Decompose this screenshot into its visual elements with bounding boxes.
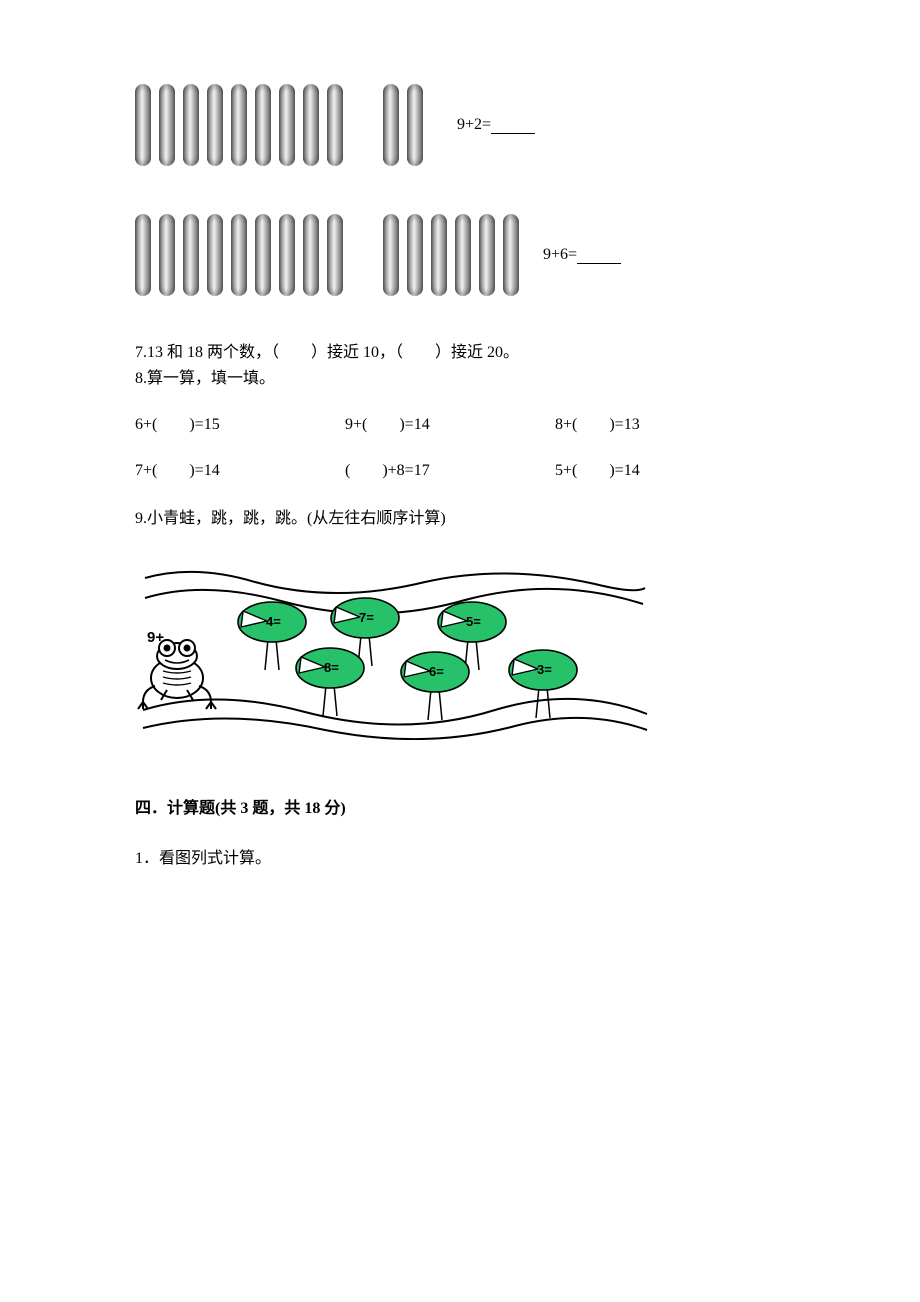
sticks-problem-2: 9+6= xyxy=(135,210,800,300)
frog-start-label: 9+ xyxy=(147,629,164,646)
counting-stick xyxy=(159,214,175,296)
fill-cell[interactable]: 7+( )=14 xyxy=(135,456,345,480)
stick-group xyxy=(135,214,343,296)
counting-stick xyxy=(279,214,295,296)
fill-cell[interactable]: ( )+8=17 xyxy=(345,456,555,480)
counting-stick xyxy=(303,214,319,296)
counting-stick xyxy=(431,214,447,296)
section-4-item-1: 1．看图列式计算。 xyxy=(135,844,800,868)
counting-stick xyxy=(231,214,247,296)
counting-stick xyxy=(279,84,295,166)
section-4-heading: 四．计算题(共 3 题，共 18 分) xyxy=(135,794,800,818)
counting-stick xyxy=(407,84,423,166)
leaf-stem xyxy=(439,689,442,720)
stick-group xyxy=(135,84,343,166)
sticks-problem-1: 9+2= xyxy=(135,80,800,170)
counting-stick xyxy=(255,214,271,296)
question-text: 13 和 18 两个数，（ ）接近 10，（ ）接近 20。 xyxy=(147,344,519,361)
question-7: 7.13 和 18 两个数，（ ）接近 10，（ ）接近 20。 xyxy=(135,340,800,366)
leaf-label: 8= xyxy=(324,660,339,675)
counting-stick xyxy=(479,214,495,296)
counting-stick xyxy=(383,214,399,296)
counting-stick xyxy=(327,214,343,296)
leaf-label: 7= xyxy=(359,610,374,625)
leaf-stem xyxy=(334,685,337,716)
question-number: 9. xyxy=(135,510,147,527)
counting-stick xyxy=(207,84,223,166)
fill-cell[interactable]: 5+( )=14 xyxy=(555,456,765,480)
water-line xyxy=(143,718,647,739)
counting-stick xyxy=(503,214,519,296)
leaf-label: 4= xyxy=(266,614,281,629)
counting-stick xyxy=(183,84,199,166)
leaf-stem xyxy=(265,639,268,670)
counting-stick xyxy=(455,214,471,296)
counting-stick xyxy=(407,214,423,296)
counting-stick xyxy=(231,84,247,166)
worksheet-page: 9+2= 9+6= 7.13 和 18 两个数，（ ）接近 10，（ ）接近 2… xyxy=(0,0,920,1302)
water-line xyxy=(143,699,647,725)
counting-stick xyxy=(327,84,343,166)
fill-row-2: 7+( )=14 ( )+8=17 5+( )=14 xyxy=(135,456,800,480)
leaf-label: 6= xyxy=(429,664,444,679)
fill-cell[interactable]: 8+( )=13 xyxy=(555,410,765,434)
fill-row-1: 6+( )=15 9+( )=14 8+( )=13 xyxy=(135,410,800,434)
leaf-stem xyxy=(276,639,279,670)
leaf-label: 5= xyxy=(466,614,481,629)
answer-blank[interactable] xyxy=(491,119,535,134)
frog-icon xyxy=(138,640,216,709)
counting-stick xyxy=(135,84,151,166)
equation-label: 9+6= xyxy=(543,246,621,264)
answer-blank[interactable] xyxy=(577,249,621,264)
equation-lhs: 9+6= xyxy=(543,246,577,263)
counting-stick xyxy=(159,84,175,166)
counting-stick xyxy=(255,84,271,166)
frog-svg: 4= 7= 5= 8= 6= 3= 9+ xyxy=(135,560,655,740)
equation-lhs: 9+2= xyxy=(457,116,491,133)
leaf-stem xyxy=(428,689,431,720)
leaf-stem xyxy=(323,685,326,716)
leaf-stem xyxy=(476,639,479,670)
counting-stick xyxy=(207,214,223,296)
stick-group xyxy=(383,214,519,296)
question-title: 小青蛙，跳，跳，跳。(从左往右顺序计算) xyxy=(147,510,446,527)
question-number: 8. xyxy=(135,370,147,387)
leaf-label: 3= xyxy=(537,662,552,677)
counting-stick xyxy=(383,84,399,166)
question-number: 7. xyxy=(135,344,147,361)
counting-stick xyxy=(303,84,319,166)
question-8: 8.算一算，填一填。 xyxy=(135,366,800,392)
equation-label: 9+2= xyxy=(457,116,535,134)
leaf-stem xyxy=(536,687,539,718)
fill-cell[interactable]: 6+( )=15 xyxy=(135,410,345,434)
frog-diagram: 4= 7= 5= 8= 6= 3= 9+ xyxy=(135,560,800,740)
leaf-stem xyxy=(547,687,550,718)
fill-cell[interactable]: 9+( )=14 xyxy=(345,410,555,434)
counting-stick xyxy=(183,214,199,296)
stick-group xyxy=(383,84,423,166)
question-9: 9.小青蛙，跳，跳，跳。(从左往右顺序计算) xyxy=(135,506,800,532)
question-title: 算一算，填一填。 xyxy=(147,370,275,387)
counting-stick xyxy=(135,214,151,296)
leaf-stem xyxy=(369,635,372,666)
